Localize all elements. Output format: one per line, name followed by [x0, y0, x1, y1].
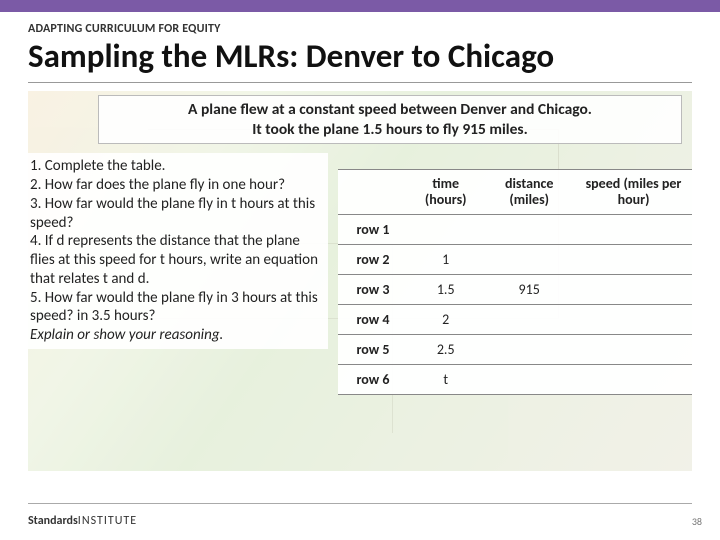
cell-distance [483, 215, 575, 245]
data-table-wrap: time (hours) distance (miles) speed (mil… [338, 169, 692, 395]
cell-speed [575, 245, 692, 275]
prompt-line-1: A plane flew at a constant speed between… [109, 100, 671, 119]
cell-speed [575, 275, 692, 305]
question-reasoning: Explain or show your reasoning. [30, 326, 322, 345]
question-2: 2. How far does the plane fly in one hou… [30, 176, 322, 195]
row-label: row 4 [338, 305, 408, 335]
cell-distance [483, 335, 575, 365]
questions-list: 1. Complete the table. 2. How far does t… [28, 153, 328, 349]
footer-divider [28, 503, 692, 504]
table-header-row: time (hours) distance (miles) speed (mil… [338, 170, 692, 215]
header: ADAPTING CURRICULUM FOR EQUITY Sampling … [0, 12, 720, 78]
eyebrow-text: ADAPTING CURRICULUM FOR EQUITY [28, 22, 692, 36]
table-row: row 3 1.5 915 [338, 275, 692, 305]
cell-speed [575, 365, 692, 395]
cell-speed [575, 305, 692, 335]
row-label: row 3 [338, 275, 408, 305]
cell-time: 2.5 [408, 335, 483, 365]
row-label: row 6 [338, 365, 408, 395]
prompt-line-2: It took the plane 1.5 hours to fly 915 m… [109, 120, 671, 139]
question-3: 3. How far would the plane fly in t hour… [30, 195, 322, 233]
table-row: row 2 1 [338, 245, 692, 275]
question-4: 4. If d represents the distance that the… [30, 232, 322, 288]
th-time: time (hours) [408, 170, 483, 215]
cell-distance [483, 245, 575, 275]
accent-bar [0, 0, 720, 12]
header-divider [28, 82, 692, 83]
question-5: 5. How far would the plane fly in 3 hour… [30, 289, 322, 327]
page-title: Sampling the MLRs: Denver to Chicago [28, 38, 692, 74]
row-label: row 5 [338, 335, 408, 365]
logo-light: INSTITUTE [78, 514, 137, 528]
logo-bold: Standards [28, 514, 78, 528]
page-number: 38 [692, 515, 702, 528]
cell-time: 1.5 [408, 275, 483, 305]
cell-distance: 915 [483, 275, 575, 305]
table-row: row 5 2.5 [338, 335, 692, 365]
cell-time [408, 215, 483, 245]
cell-speed [575, 335, 692, 365]
footer-logo: StandardsINSTITUTE [28, 514, 137, 528]
cell-time: 1 [408, 245, 483, 275]
th-speed: speed (miles per hour) [575, 170, 692, 215]
question-1: 1. Complete the table. [30, 157, 322, 176]
footer: StandardsINSTITUTE 38 [28, 514, 702, 528]
row-label: row 1 [338, 215, 408, 245]
table-row: row 6 t [338, 365, 692, 395]
cell-time: t [408, 365, 483, 395]
table-row: row 1 [338, 215, 692, 245]
row-label: row 2 [338, 245, 408, 275]
prompt-box: A plane flew at a constant speed between… [98, 95, 682, 144]
content-area: A plane flew at a constant speed between… [28, 91, 692, 471]
cell-time: 2 [408, 305, 483, 335]
table-row: row 4 2 [338, 305, 692, 335]
th-distance: distance (miles) [483, 170, 575, 215]
cell-distance [483, 365, 575, 395]
cell-distance [483, 305, 575, 335]
data-table: time (hours) distance (miles) speed (mil… [338, 169, 692, 395]
th-blank [338, 170, 408, 215]
cell-speed [575, 215, 692, 245]
